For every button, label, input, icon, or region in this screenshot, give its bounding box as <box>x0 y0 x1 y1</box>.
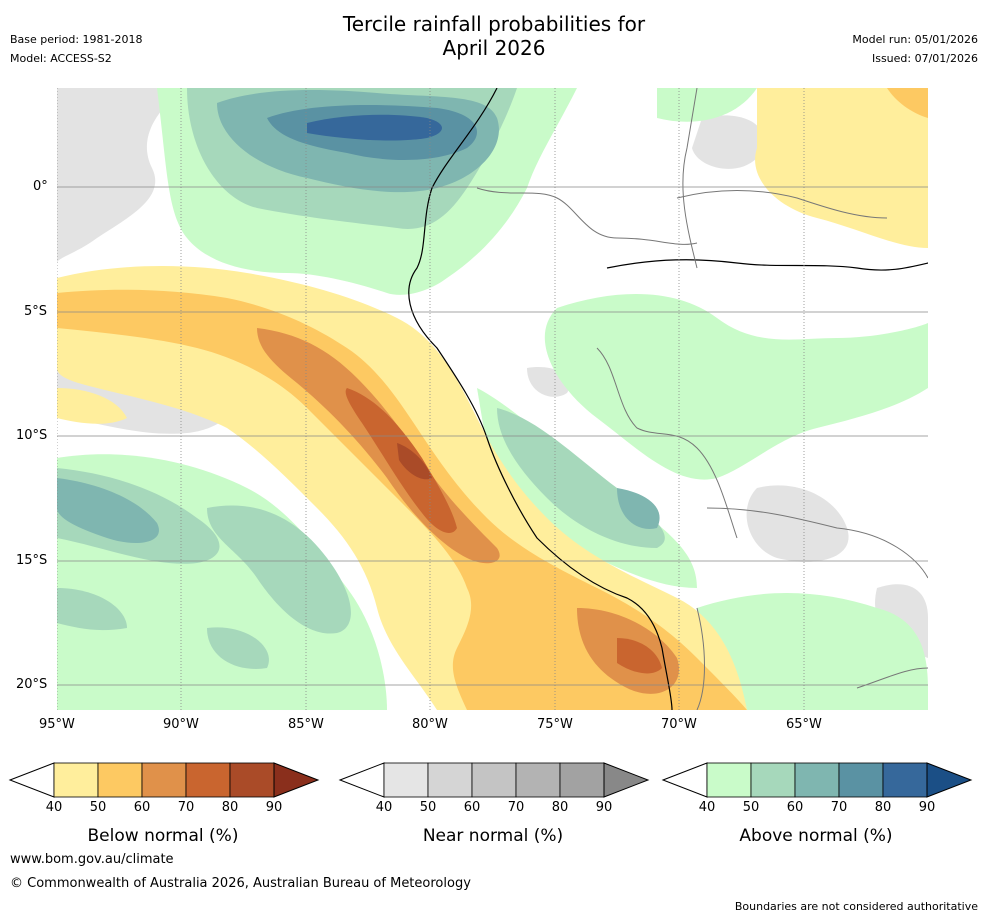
disclaimer: Boundaries are not considered authoritat… <box>734 900 978 913</box>
above-normal-80 <box>307 114 442 141</box>
model-run: Model run: 05/01/2026 <box>852 33 978 46</box>
colorbars <box>8 762 973 798</box>
colorbar-above-normal <box>661 762 973 798</box>
colorbar-arrow-low <box>661 762 708 798</box>
colorbar-arrow-low <box>338 762 385 798</box>
lon-label: 70°W <box>661 717 697 732</box>
colorbar-swatch <box>882 762 928 798</box>
colorbar-title-below: Below normal (%) <box>87 826 239 846</box>
title-line-1: Tercile rainfall probabilities for <box>342 12 646 36</box>
colorbar-tick-label: 40 <box>698 800 716 815</box>
lat-label: 20°S <box>16 677 48 692</box>
country-boundaries <box>476 88 928 710</box>
colorbar-swatch <box>706 762 752 798</box>
coastline <box>408 88 928 710</box>
colorbar-tick-label: 90 <box>918 800 936 815</box>
title-line-2: April 2026 <box>442 36 546 60</box>
colorbar-swatch <box>515 762 561 798</box>
colorbar-tick-label: 40 <box>375 800 393 815</box>
colorbar-tick-label: 50 <box>742 800 760 815</box>
lon-label: 90°W <box>163 717 199 732</box>
issued-date: Issued: 07/01/2026 <box>871 52 978 65</box>
lat-label: 5°S <box>24 304 48 319</box>
copyright: © Commonwealth of Australia 2026, Austra… <box>10 876 471 891</box>
map-title: Tercile rainfall probabilities for April… <box>0 12 988 60</box>
colorbar-arrow-high <box>273 762 320 798</box>
lat-label: 0° <box>33 179 48 194</box>
colorbar-swatch <box>229 762 275 798</box>
colorbar-tick-label: 90 <box>595 800 613 815</box>
colorbar-swatch <box>838 762 884 798</box>
website-link[interactable]: www.bom.gov.au/climate <box>10 852 174 867</box>
lat-label: 15°S <box>16 553 48 568</box>
colorbar-tick-label: 90 <box>265 800 283 815</box>
colorbar-tick-label: 70 <box>177 800 195 815</box>
graticule <box>57 88 928 710</box>
lon-label: 95°W <box>39 717 75 732</box>
colorbar-swatch <box>97 762 143 798</box>
lon-label: 65°W <box>786 717 822 732</box>
colorbar-swatch <box>185 762 231 798</box>
colorbar-near-normal <box>338 762 650 798</box>
colorbar-swatch <box>794 762 840 798</box>
colorbar-tick-label: 80 <box>221 800 239 815</box>
colorbar-tick-label: 40 <box>45 800 63 815</box>
colorbar-tick-label: 70 <box>507 800 525 815</box>
lon-label: 75°W <box>537 717 573 732</box>
colorbar-tick-label: 80 <box>874 800 892 815</box>
colorbar-tick-label: 60 <box>786 800 804 815</box>
colorbar-tick-label: 80 <box>551 800 569 815</box>
colorbar-tick-label: 50 <box>89 800 107 815</box>
probability-map <box>57 88 928 710</box>
colorbar-tick-label: 60 <box>133 800 151 815</box>
model-name: Model: ACCESS-S2 <box>10 52 112 65</box>
lat-label: 10°S <box>16 428 48 443</box>
colorbar-swatch <box>427 762 473 798</box>
lon-label: 80°W <box>412 717 448 732</box>
colorbar-swatch <box>559 762 605 798</box>
colorbar-tick-label: 70 <box>830 800 848 815</box>
colorbar-title-near: Near normal (%) <box>422 826 564 846</box>
lon-label: 85°W <box>288 717 324 732</box>
colorbar-swatch <box>53 762 99 798</box>
colorbar-below-normal <box>8 762 320 798</box>
colorbar-swatch <box>383 762 429 798</box>
below-normal-80 <box>397 443 432 480</box>
colorbar-swatch <box>471 762 517 798</box>
base-period: Base period: 1981-2018 <box>10 33 143 46</box>
colorbar-tick-label: 60 <box>463 800 481 815</box>
colorbar-arrow-high <box>603 762 650 798</box>
colorbar-swatch <box>141 762 187 798</box>
colorbar-arrow-high <box>926 762 973 798</box>
colorbar-tick-label: 50 <box>419 800 437 815</box>
below-normal-50 <box>57 88 928 710</box>
colorbar-swatch <box>750 762 796 798</box>
colorbar-title-above: Above normal (%) <box>739 826 893 846</box>
colorbar-arrow-low <box>8 762 55 798</box>
